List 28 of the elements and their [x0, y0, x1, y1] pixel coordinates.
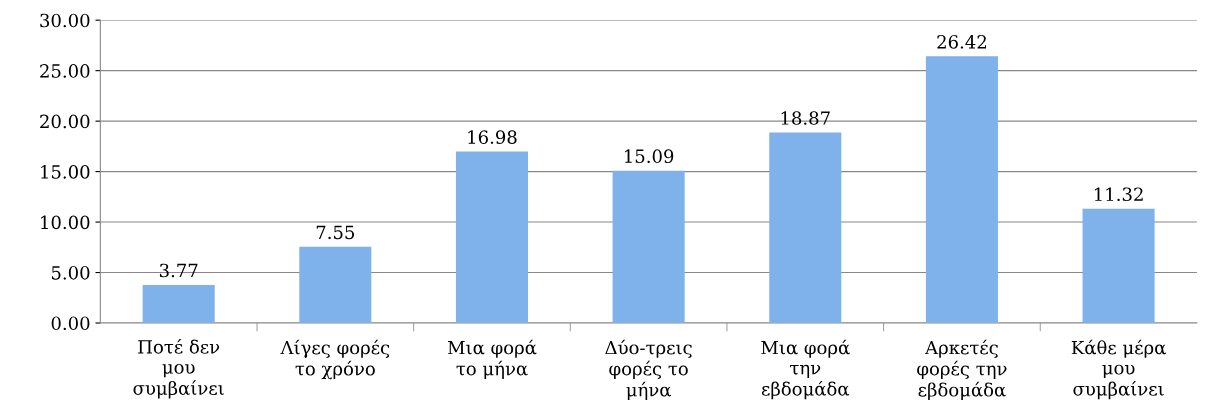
x-tick-label: Μια φορά το μήνα [447, 339, 537, 379]
data-label: 26.42 [937, 35, 987, 49]
x-tick-label: Ποτέ δεν μου συμβαίνει [133, 338, 224, 399]
bar [142, 284, 215, 324]
x-tick-label: Αρκετές φορές την εβδομάδα [917, 339, 1007, 401]
data-label: 3.77 [159, 263, 198, 278]
bar [455, 151, 529, 324]
bar [925, 56, 998, 324]
y-tick-label: 15.00 [41, 165, 90, 179]
y-tick-label: 0.00 [51, 316, 90, 331]
data-label: 15.09 [624, 149, 674, 164]
y-tick-label: 20.00 [40, 114, 90, 129]
y-tick-label: 10.00 [41, 215, 90, 230]
bar [769, 132, 842, 324]
x-tick-label: Δύο-τρεις φορές το μήνα [605, 339, 692, 401]
data-label: 18.87 [781, 111, 830, 125]
bar [299, 246, 372, 324]
data-label: 7.55 [316, 225, 355, 240]
y-tick-label: 5.00 [51, 266, 90, 280]
bar [1082, 208, 1155, 324]
y-tick-label: 30.00 [40, 13, 90, 28]
x-tick-label: Λίγες φορές το χρόνο [280, 339, 390, 380]
x-tick-label: Κάθε μέρα μου συμβαίνει [1071, 339, 1166, 400]
x-tick-label: Μια φορά την εβδομάδα [761, 339, 850, 400]
data-label: 16.98 [468, 130, 517, 144]
y-tick-label: 25.00 [40, 64, 90, 78]
bar [612, 170, 685, 324]
data-label: 11.32 [1094, 187, 1143, 202]
